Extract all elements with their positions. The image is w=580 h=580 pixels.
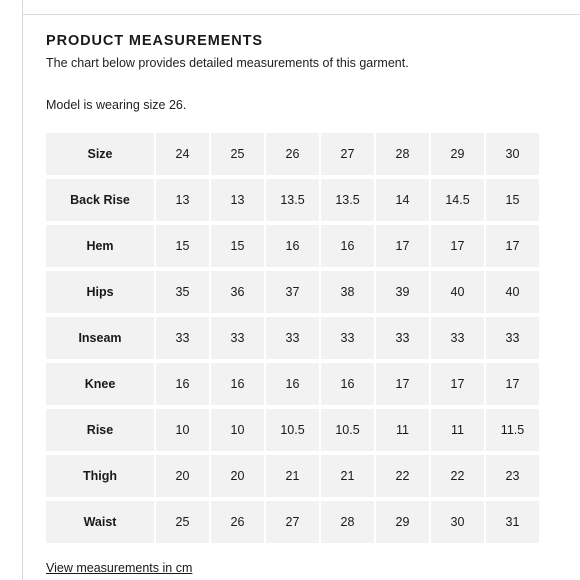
row-label: Back Rise (46, 179, 154, 221)
table-cell: 16 (321, 363, 374, 405)
table-cell: 16 (156, 363, 209, 405)
table-cell: 33 (266, 317, 319, 359)
table-cell: 30 (486, 133, 539, 175)
row-label: Hips (46, 271, 154, 313)
table-cell: 40 (486, 271, 539, 313)
model-size-note: Model is wearing size 26. (46, 98, 187, 112)
table-cell: 25 (156, 501, 209, 543)
table-cell: 31 (486, 501, 539, 543)
table-cell: 20 (156, 455, 209, 497)
table-row: Hips 35 36 37 38 39 40 40 (46, 271, 539, 313)
table-cell: 10 (156, 409, 209, 451)
table-cell: 17 (376, 363, 429, 405)
table-row: Size 24 25 26 27 28 29 30 (46, 133, 539, 175)
table-cell: 26 (266, 133, 319, 175)
table-row: Knee 16 16 16 16 17 17 17 (46, 363, 539, 405)
measurements-table: Size 24 25 26 27 28 29 30 Back Rise 13 13 13.5 13.5 1… (44, 129, 541, 547)
table-row: Thigh 20 20 21 21 22 22 23 (46, 455, 539, 497)
table-cell: 23 (486, 455, 539, 497)
row-label: Waist (46, 501, 154, 543)
table-cell: 21 (266, 455, 319, 497)
table-cell: 17 (486, 363, 539, 405)
table-cell: 26 (211, 501, 264, 543)
table-cell: 11 (376, 409, 429, 451)
table-cell: 20 (211, 455, 264, 497)
view-cm-link[interactable]: View measurements in cm (46, 561, 193, 575)
table-cell: 28 (376, 133, 429, 175)
table-cell: 14 (376, 179, 429, 221)
table-cell: 40 (431, 271, 484, 313)
table-cell: 21 (321, 455, 374, 497)
table-cell: 24 (156, 133, 209, 175)
table-cell: 17 (486, 225, 539, 267)
table-cell: 13.5 (321, 179, 374, 221)
table-cell: 22 (376, 455, 429, 497)
table-cell: 29 (431, 133, 484, 175)
table-cell: 16 (321, 225, 374, 267)
table-cell: 13.5 (266, 179, 319, 221)
table-cell: 27 (321, 133, 374, 175)
table-cell: 16 (266, 225, 319, 267)
table-cell: 33 (486, 317, 539, 359)
table-cell: 17 (376, 225, 429, 267)
row-label: Thigh (46, 455, 154, 497)
table-cell: 13 (211, 179, 264, 221)
table-cell: 14.5 (431, 179, 484, 221)
table-cell: 27 (266, 501, 319, 543)
table-row: Waist 25 26 27 28 29 30 31 (46, 501, 539, 543)
table-cell: 11 (431, 409, 484, 451)
table-cell: 33 (321, 317, 374, 359)
top-divider (22, 14, 580, 15)
table-cell: 11.5 (486, 409, 539, 451)
table-cell: 33 (156, 317, 209, 359)
table-cell: 16 (211, 363, 264, 405)
table-cell: 37 (266, 271, 319, 313)
measurements-table-body: Size 24 25 26 27 28 29 30 Back Rise 13 13 13.5 13.5 1… (46, 133, 539, 543)
table-cell: 17 (431, 225, 484, 267)
table-cell: 15 (486, 179, 539, 221)
table-cell: 39 (376, 271, 429, 313)
row-label: Size (46, 133, 154, 175)
left-divider (0, 0, 23, 580)
table-cell: 22 (431, 455, 484, 497)
table-cell: 16 (266, 363, 319, 405)
table-cell: 15 (156, 225, 209, 267)
table-row: Hem 15 15 16 16 17 17 17 (46, 225, 539, 267)
table-cell: 35 (156, 271, 209, 313)
table-cell: 38 (321, 271, 374, 313)
table-cell: 36 (211, 271, 264, 313)
table-cell: 10.5 (321, 409, 374, 451)
row-label: Knee (46, 363, 154, 405)
description-text: The chart below provides detailed measur… (46, 56, 409, 70)
table-cell: 29 (376, 501, 429, 543)
table-cell: 13 (156, 179, 209, 221)
table-cell: 10.5 (266, 409, 319, 451)
row-label: Inseam (46, 317, 154, 359)
row-label: Rise (46, 409, 154, 451)
table-row: Back Rise 13 13 13.5 13.5 14 14.5 15 (46, 179, 539, 221)
table-cell: 28 (321, 501, 374, 543)
table-cell: 15 (211, 225, 264, 267)
table-cell: 10 (211, 409, 264, 451)
table-cell: 33 (431, 317, 484, 359)
table-cell: 33 (376, 317, 429, 359)
row-label: Hem (46, 225, 154, 267)
page-title: PRODUCT MEASUREMENTS (46, 33, 263, 49)
table-row: Inseam 33 33 33 33 33 33 33 (46, 317, 539, 359)
table-cell: 33 (211, 317, 264, 359)
table-cell: 17 (431, 363, 484, 405)
table-cell: 25 (211, 133, 264, 175)
table-row: Rise 10 10 10.5 10.5 11 11 11.5 (46, 409, 539, 451)
table-cell: 30 (431, 501, 484, 543)
